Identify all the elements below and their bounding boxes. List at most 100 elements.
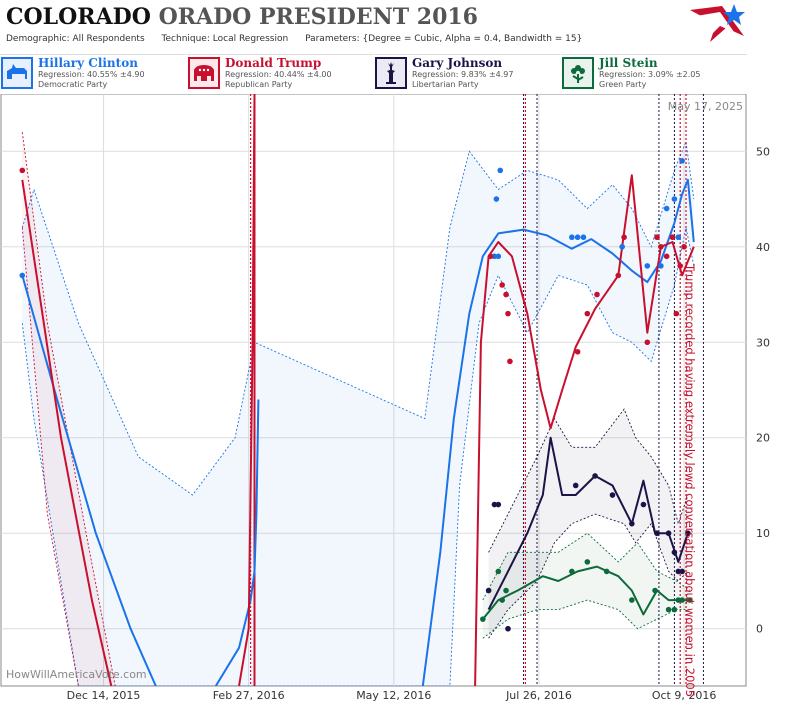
candidate-regression: Regression: 40.44% ±4.00 [225,70,332,79]
donald-trump-poll-point [594,291,600,298]
y-tick-label: 0 [756,623,763,636]
jill-stein-poll-point [679,597,685,603]
gary-johnson-band-lower [488,513,689,639]
donald-trump-poll-point [487,253,494,260]
donald-trump-band-upper [21,132,116,686]
parameters-line: Demographic: All Respondents Technique: … [6,34,582,44]
demographic-value: All Respondents [72,34,145,44]
donald-trump-poll-point [677,263,684,269]
parameters-value: {Degree = Cubic, Alpha = 0.4, Bandwidth … [362,34,583,44]
candidate-name: Jill Stein [599,56,658,70]
candidate-trump: Donald Trump Regression: 40.44% ±4.00 Re… [187,54,373,93]
jill-stein-poll-point [687,597,693,603]
elephant-icon [188,57,220,89]
gary-johnson-poll-point [640,501,647,508]
date-stamp: May 17, 2025 [668,100,743,113]
jill-stein-poll-point [603,568,610,575]
donald-trump-trend-line [238,94,256,686]
candidate-party: Libertarian Party [412,80,479,89]
hillary-clinton-poll-point [574,234,581,241]
jill-stein-band-upper [482,532,691,601]
candidate-regression: Regression: 9.83% ±4.97 [412,70,514,79]
jill-stein-poll-point [495,568,502,575]
hillary-clinton-poll-point [19,272,26,279]
x-tick-label: May 12, 2016 [356,689,431,702]
jill-stein-poll-point [499,597,505,603]
hillary-clinton-poll-point [663,205,670,212]
candidate-party: Green Party [599,80,647,89]
donald-trump-poll-point [499,282,505,288]
hillary-clinton-poll-point [658,263,664,269]
gary-johnson-poll-point [572,482,579,489]
hillary-clinton-poll-point [569,234,575,241]
watermark: HowWillAmericaVote.com [6,668,147,681]
hillary-clinton-band [22,141,694,686]
title-rest: ORADO PRESIDENT 2016 [158,4,478,30]
hillary-clinton-poll-point [675,234,682,241]
x-tick-label: Feb 27, 2016 [213,689,285,702]
hillary-clinton-band-upper [21,139,695,496]
donald-trump-poll-point [658,243,664,250]
donald-trump-poll-point [505,310,511,317]
x-tick-label: Jul 26, 2016 [505,689,572,702]
jill-stein-poll-point [652,587,658,594]
donald-trump-poll-point [663,253,670,260]
hillary-clinton-poll-point [495,253,502,260]
donald-trump-poll-point [19,167,26,174]
gary-johnson-poll-point [491,501,498,508]
donald-trump-poll-point [584,310,591,317]
donkey-icon [1,57,33,89]
candidate-name: Gary Johnson [412,56,503,70]
x-tick-label: Dec 14, 2015 [67,689,141,702]
hillary-clinton-poll-point [644,263,651,269]
technique-label: Technique: [161,34,210,44]
parameters-label: Parameters: [305,34,360,44]
donald-trump-poll-point [673,310,680,317]
jill-stein-poll-point [675,597,682,603]
donald-trump-poll-point [615,272,622,279]
y-tick-label: 20 [756,432,770,445]
gary-johnson-poll-point [679,568,685,575]
hillary-clinton-poll-point [493,196,500,202]
hillary-clinton-poll-point [679,158,685,164]
jill-stein-poll-point [665,606,672,613]
hillary-clinton-poll-point [497,167,504,174]
gary-johnson-poll-point [654,530,660,537]
donald-trump-poll-point [574,349,581,355]
event-annotation: Trump recorded having extremely lewd con… [683,263,697,697]
jill-stein-poll-point [480,616,486,622]
gary-johnson-poll-point [495,501,502,508]
candidate-party: Republican Party [225,80,293,89]
donald-trump-band [22,132,116,686]
gary-johnson-poll-point [505,625,511,632]
jill-stein-poll-point [584,559,591,565]
gary-johnson-band [488,409,688,639]
page-title: COLORADO ORADO PRESIDENT 2016 [6,4,478,30]
demographic-label: Demographic: [6,34,70,44]
donald-trump-poll-point [681,243,687,250]
plot-area [0,94,747,687]
gary-johnson-poll-point [671,549,678,556]
hillary-clinton-trend-line [421,178,695,686]
y-tick-label: 30 [756,336,770,349]
donald-trump-poll-point [669,234,676,241]
y-tick-label: 50 [756,145,770,158]
hillary-clinton-poll-point [580,234,587,241]
gary-johnson-poll-point [665,530,672,537]
candidate-regression: Regression: 3.09% ±2.05 [599,70,701,79]
flower-icon [562,57,594,89]
gary-johnson-poll-point [485,587,492,594]
gary-johnson-poll-point [675,568,682,575]
gary-johnson-poll-point [685,530,691,537]
gary-johnson-band-upper [488,408,689,553]
liberty-statue-icon [375,57,407,89]
candidate-regression: Regression: 40.55% ±4.90 [38,70,145,79]
y-tick-label: 10 [756,527,770,540]
jill-stein-poll-point [629,597,635,603]
gary-johnson-poll-point [592,473,598,479]
jill-stein-band [482,533,690,639]
hillary-clinton-poll-point [619,243,625,250]
candidate-name: Donald Trump [225,56,322,70]
candidate-clinton: Hillary Clinton Regression: 40.55% ±4.90… [0,54,186,93]
donald-trump-poll-point [654,234,660,241]
